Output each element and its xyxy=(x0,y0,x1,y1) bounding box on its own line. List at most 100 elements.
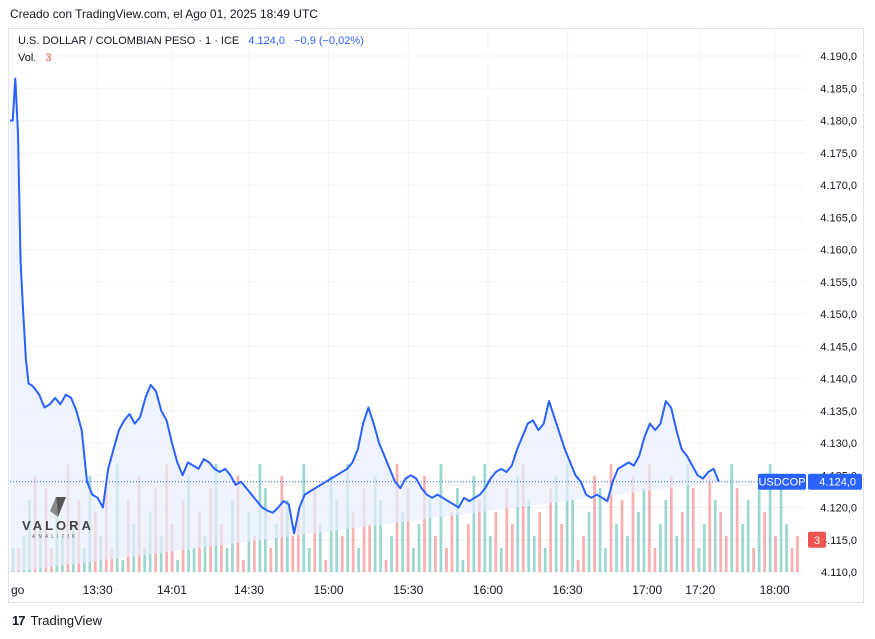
volume-bar xyxy=(763,512,766,572)
volume-bar xyxy=(554,476,558,572)
price-change: −0,9 (−0,02%) xyxy=(294,35,364,47)
volume-bar xyxy=(790,548,794,572)
price-badge xyxy=(808,473,862,490)
volume-bar xyxy=(774,536,777,572)
volume-bar xyxy=(324,560,328,572)
volume-bar xyxy=(527,500,531,572)
y-tick-label: 4.175,0 xyxy=(820,148,857,160)
y-tick-label: 4.170,0 xyxy=(820,180,857,192)
y-tick-label: 4.160,0 xyxy=(820,245,857,257)
price-badges: USDCOP 4.124,0 3 xyxy=(758,473,862,548)
x-tick-label: 17:00 xyxy=(632,583,662,597)
footer[interactable]: 17 TradingView xyxy=(12,613,102,628)
volume-bar xyxy=(735,488,739,572)
x-tick-label: 18:00 xyxy=(760,583,790,597)
volume-bar xyxy=(609,464,613,572)
volume-bar xyxy=(296,512,300,572)
symbol-title: U.S. DOLLAR / COLOMBIAN PESO · 1 · ICE xyxy=(18,35,240,47)
footer-brand: TradingView xyxy=(30,613,103,628)
x-axis: go 13:30 14:01 14:30 15:00 15:30 16:00 16:30 17:… xyxy=(11,583,790,597)
y-tick-label: 4.150,0 xyxy=(820,309,857,321)
x-tick-label: 15:30 xyxy=(393,583,423,597)
created-caption: Creado con TradingView.com, el Ago 01, 2… xyxy=(10,7,318,21)
volume-bar xyxy=(401,512,404,572)
tradingview-logo-icon: 17 xyxy=(12,613,26,628)
volume-bar xyxy=(510,524,514,572)
volume-bar xyxy=(351,512,355,572)
volume-bar xyxy=(532,536,536,572)
volume-bar xyxy=(499,548,503,572)
volume-legend: Vol. 3 xyxy=(18,52,52,64)
volume-bar xyxy=(291,536,295,572)
x-tick-label: 16:30 xyxy=(553,583,583,597)
watermark-sub: ANALITIK xyxy=(32,534,79,540)
volume-label: Vol. xyxy=(18,52,37,64)
volume-bar xyxy=(143,548,147,572)
volume-bar xyxy=(434,536,437,572)
volume-bar xyxy=(713,500,717,572)
volume-bar xyxy=(110,548,114,572)
volume-bar xyxy=(318,524,322,572)
symbol-legend: U.S. DOLLAR / COLOMBIAN PESO · 1 · ICE 4… xyxy=(18,35,364,47)
volume-bar xyxy=(604,548,607,572)
volume-bar xyxy=(691,488,695,572)
valora-watermark: VALORA ANALITIK xyxy=(20,495,100,545)
volume-bar xyxy=(549,488,553,572)
valora-logo-icon xyxy=(50,497,66,517)
volume-bar xyxy=(406,488,410,572)
x-tick-label: go xyxy=(11,583,25,597)
volume-bar xyxy=(274,524,278,572)
volume-bar xyxy=(653,548,657,572)
x-tick-label: 15:00 xyxy=(314,583,344,597)
volume-badge xyxy=(808,531,826,548)
volume-bar xyxy=(686,464,690,572)
volume-bar xyxy=(796,536,799,572)
volume-bar xyxy=(648,464,651,572)
x-tick-label: 16:00 xyxy=(473,583,503,597)
volume-bar xyxy=(631,476,635,572)
volume-bar xyxy=(642,488,646,572)
volume-bar xyxy=(702,524,706,572)
y-tick-label: 4.135,0 xyxy=(820,406,857,418)
y-tick-label: 4.180,0 xyxy=(820,116,857,128)
volume-bar xyxy=(708,476,712,572)
volume-badge-text: 3 xyxy=(814,535,820,547)
volume-value: 3 xyxy=(45,52,52,64)
volume-bar xyxy=(379,500,382,572)
volume-bar xyxy=(340,536,344,572)
volume-bar xyxy=(587,512,591,572)
watermark-name: VALORA xyxy=(22,518,94,533)
volume-bar xyxy=(560,524,563,572)
volume-bar xyxy=(456,488,459,572)
volume-bar xyxy=(220,524,223,572)
volume-bar xyxy=(719,512,723,572)
volume-bar xyxy=(724,536,728,572)
volume-bar xyxy=(466,524,470,572)
volume-bar xyxy=(368,524,371,572)
y-tick-label: 4.145,0 xyxy=(820,341,857,353)
price-area xyxy=(10,77,808,572)
last-price: 4.124,0 xyxy=(248,35,286,47)
volume-bar xyxy=(159,536,163,572)
volume-bar xyxy=(439,464,443,572)
volume-bar xyxy=(675,536,679,572)
y-tick-label: 4.185,0 xyxy=(820,83,857,95)
volume-bar xyxy=(730,464,734,572)
y-tick-label: 4.120,0 xyxy=(820,503,857,515)
volume-bar xyxy=(121,560,125,572)
volume-bar xyxy=(488,536,492,572)
volume-bar xyxy=(571,500,574,572)
volume-bar xyxy=(680,512,684,572)
volume-bar xyxy=(593,476,596,572)
volume-bar xyxy=(779,488,783,572)
volume-bar xyxy=(357,548,361,572)
price-area-fill xyxy=(10,78,719,572)
y-tick-label: 4.165,0 xyxy=(820,212,857,224)
volume-bar xyxy=(362,488,366,572)
y-tick-label: 4.140,0 xyxy=(820,374,857,386)
y-tick-label: 4.130,0 xyxy=(820,438,857,450)
symbol-badge-text: USDCOP xyxy=(758,477,805,489)
volume-bar xyxy=(664,500,668,572)
volume-bar xyxy=(412,548,415,572)
